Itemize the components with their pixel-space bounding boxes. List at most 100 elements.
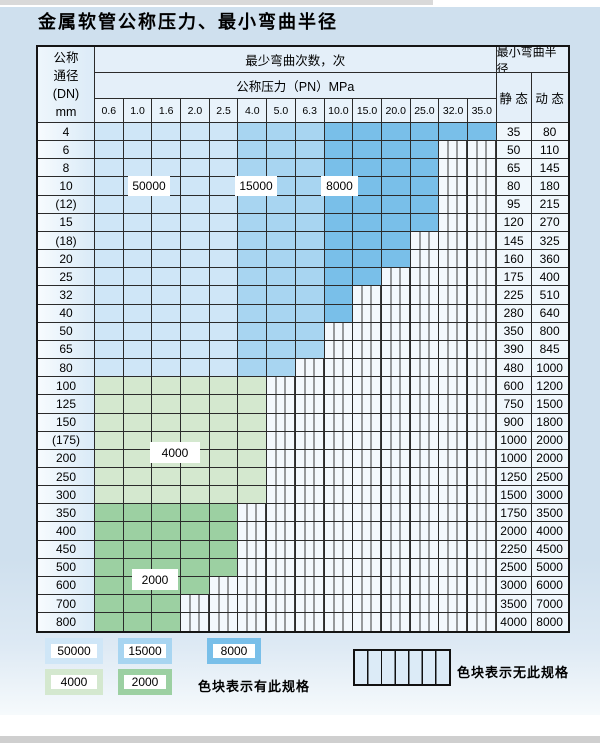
spec-cell	[152, 304, 182, 323]
dynamic-radius-value: 845	[531, 340, 568, 360]
legend-block-label: 4000	[60, 675, 88, 689]
spec-cell-none	[410, 595, 440, 614]
spec-cell	[152, 123, 182, 142]
spec-cell	[209, 268, 239, 287]
spec-cell	[267, 195, 296, 214]
spec-cell-none	[353, 322, 382, 341]
spec-cell	[123, 322, 153, 341]
spec-cell	[267, 304, 296, 323]
spec-cell-none	[267, 395, 296, 414]
spec-cell-none	[381, 613, 411, 632]
spec-cell-none	[324, 613, 354, 632]
dynamic-radius-value: 5000	[531, 558, 568, 577]
spec-cell	[123, 486, 153, 505]
spec-cell	[95, 359, 124, 378]
spec-cell-none	[267, 431, 296, 450]
spec-cell-none	[439, 213, 468, 232]
spec-cell-none	[381, 286, 411, 305]
static-radius-value: 750	[496, 395, 532, 414]
row-dn-label: (12)	[38, 195, 95, 214]
spec-cell-none	[353, 431, 382, 450]
spec-cell	[123, 123, 153, 142]
spec-cell	[152, 231, 182, 251]
spec-cell	[181, 195, 210, 214]
pressure-tick: 10.0	[324, 99, 354, 123]
spec-cell	[123, 213, 153, 232]
spec-cell	[152, 377, 182, 396]
spec-cell-none	[381, 304, 411, 323]
spec-cell	[123, 359, 153, 378]
spec-cell	[238, 359, 268, 378]
bend-count-label-15000: 15000	[235, 176, 277, 196]
spec-cell-none	[381, 359, 411, 378]
spec-cell-none	[410, 395, 440, 414]
spec-cell-none	[324, 522, 354, 541]
spec-cell-none	[324, 413, 354, 432]
spec-cell	[95, 395, 124, 414]
dynamic-radius-value: 4000	[531, 522, 568, 541]
spec-cell	[295, 213, 325, 232]
dynamic-radius-value: 1200	[531, 377, 568, 396]
spec-cell	[324, 213, 354, 232]
spec-cell-none	[238, 558, 268, 577]
static-radius-value: 1000	[496, 449, 532, 468]
spec-cell	[152, 340, 182, 360]
dynamic-radius-value: 640	[531, 304, 568, 323]
spec-cell-none	[439, 522, 468, 541]
spec-cell	[95, 159, 124, 178]
spec-cell	[95, 431, 124, 450]
pressure-tick: 6.3	[295, 99, 325, 123]
dynamic-radius-value: 400	[531, 268, 568, 287]
spec-cell	[152, 413, 182, 432]
static-radius-value: 175	[496, 268, 532, 287]
spec-cell	[209, 322, 239, 341]
spec-cell-none	[324, 504, 354, 523]
spec-cell	[152, 540, 182, 559]
legend-block-label: 2000	[131, 675, 159, 689]
spec-cell-none	[353, 467, 382, 487]
spec-cell-none	[353, 359, 382, 378]
spec-cell-none	[410, 413, 440, 432]
spec-cell	[181, 377, 210, 396]
spec-cell	[152, 395, 182, 414]
spec-cell-none	[295, 576, 325, 596]
spec-cell	[123, 431, 153, 450]
dynamic-radius-value: 2500	[531, 467, 568, 487]
spec-cell	[181, 322, 210, 341]
spec-cell-none	[410, 558, 440, 577]
spec-cell	[209, 359, 239, 378]
spec-cell-none	[324, 359, 354, 378]
spec-cell	[95, 123, 124, 142]
spec-cell	[238, 231, 268, 251]
spec-cell	[152, 467, 182, 487]
static-radius-value: 1250	[496, 467, 532, 487]
header-dynamic: 动 态	[531, 73, 568, 123]
spec-cell	[95, 377, 124, 396]
spec-cell	[295, 195, 325, 214]
spec-cell	[353, 123, 382, 142]
spec-cell-none	[267, 504, 296, 523]
spec-cell-none	[467, 522, 497, 541]
header-dn-line: 公称	[53, 50, 79, 65]
spec-cell-none	[439, 286, 468, 305]
spec-cell	[267, 123, 296, 142]
spec-cell-none	[324, 431, 354, 450]
spec-cell-none	[295, 467, 325, 487]
spec-cell-none	[324, 322, 354, 341]
spec-cell	[238, 286, 268, 305]
spec-cell	[123, 141, 153, 160]
spec-cell-none	[439, 413, 468, 432]
header-bend-cycles: 最少弯曲次数，次	[95, 47, 497, 73]
spec-cell-none	[467, 340, 497, 360]
row-dn-label: 200	[38, 449, 95, 468]
spec-cell-none	[267, 467, 296, 487]
spec-cell	[324, 195, 354, 214]
spec-cell	[181, 413, 210, 432]
spec-cell	[238, 395, 268, 414]
spec-cell	[353, 159, 382, 178]
dynamic-radius-value: 360	[531, 250, 568, 269]
bend-count-label-4000: 4000	[150, 442, 200, 463]
dynamic-radius-value: 3500	[531, 504, 568, 523]
spec-cell-none	[381, 504, 411, 523]
spec-cell	[152, 250, 182, 269]
